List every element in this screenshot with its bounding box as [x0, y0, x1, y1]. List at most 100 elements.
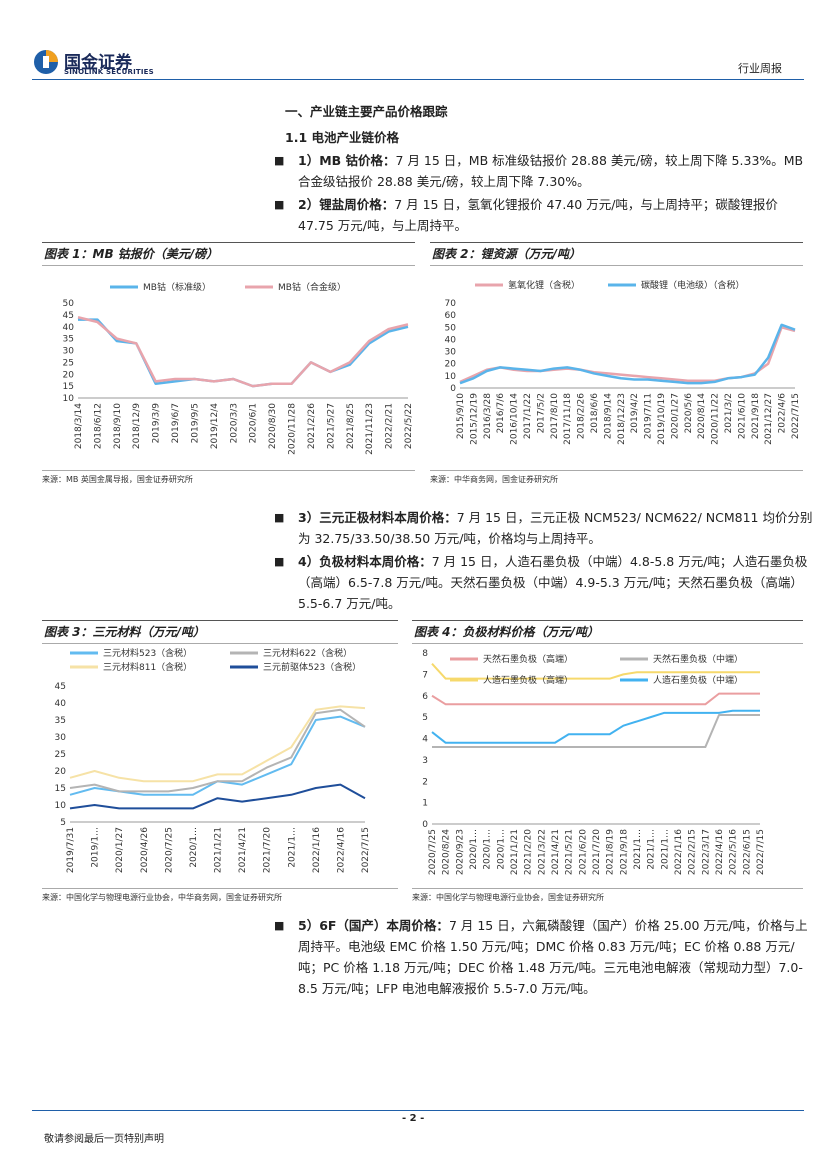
chart: 图表 3：三元材料（万元/吨） 5 10 15 20 25 30 35 40 45 2019/7/3…	[42, 620, 398, 903]
legend-label: 三元前驱体523（含税）	[263, 661, 361, 673]
x-tick-label: 2021/9/18	[751, 393, 761, 439]
bullet-lead: 4）负极材料本周价格：	[298, 554, 432, 569]
chart-title: 图表 2：锂资源（万元/吨）	[430, 243, 803, 266]
x-tick-label: 2022/6/15	[742, 829, 752, 875]
x-tick-label: 2022/4/16	[336, 827, 346, 873]
x-tick-label: 2017/1/22	[523, 393, 533, 439]
y-tick-label: 5	[60, 818, 66, 828]
y-tick-label: 35	[55, 716, 66, 726]
x-tick-label: 2020/8/24	[442, 829, 452, 875]
bullet-square: ■	[274, 511, 285, 524]
y-tick-label: 2	[422, 777, 428, 787]
x-tick-label: 2017/11/18	[563, 393, 573, 445]
y-tick-label: 45	[55, 682, 66, 692]
x-tick-label: 2020/7/25	[428, 829, 438, 875]
chart-title: 图表 4：负极材料价格（万元/吨）	[412, 621, 803, 644]
x-tick-label: 2021/6/10	[737, 393, 747, 439]
y-tick-label: 20	[63, 370, 75, 380]
y-tick-label: 60	[445, 311, 457, 321]
x-tick-label: 2022/2/15	[688, 829, 698, 875]
chart-source: 来源：中华商务网，国金证券研究所	[430, 470, 803, 485]
legend-label: 三元材料622（含税）	[263, 647, 352, 659]
bullet-square: ■	[274, 198, 285, 211]
legend-label: 人造石墨负极（中端）	[653, 674, 743, 686]
y-tick-label: 25	[63, 358, 74, 368]
legend-label: 三元材料523（含税）	[103, 647, 192, 659]
chart-source: 来源：中国化学与物理电源行业协会，中华商务网，国金证券研究所	[42, 888, 398, 903]
x-tick-label: 2021/1…	[647, 829, 657, 870]
bullet-text: 7 月 15 日，人造石墨负极（中端）4.8-5.8 万元/吨；人造石墨负极（高…	[298, 554, 808, 611]
chart-source: 来源：中国化学与物理电源行业协会，国金证券研究所	[412, 888, 803, 903]
x-tick-label: 2017/5/2	[536, 393, 546, 433]
bullet: ■ 2）锂盐周价格：7 月 15 日，氢氧化锂报价 47.40 万元/吨，与上周持…	[274, 194, 813, 236]
x-tick-label: 2018/6/12	[93, 403, 103, 449]
x-tick-label: 2019/3/9	[152, 403, 162, 444]
y-tick-label: 70	[445, 299, 457, 309]
x-tick-label: 2020/3/3	[229, 403, 239, 443]
legend-label: 天然石墨负极（高端）	[483, 653, 573, 665]
bullet-text: 7 月 15 日，六氟磷酸锂（国产）价格 25.00 万元/吨，价格与上周持平。…	[298, 918, 808, 996]
x-tick-label: 2022/4/6	[778, 393, 788, 434]
series-line	[431, 663, 760, 680]
series-line	[431, 709, 760, 744]
x-tick-label: 2022/2/21	[385, 403, 395, 449]
x-tick-label: 2021/12/27	[764, 393, 774, 445]
chart-title: 图表 3：三元材料（万元/吨）	[42, 621, 398, 644]
x-tick-label: 2021/1…	[633, 829, 643, 870]
series-line	[77, 316, 409, 388]
x-tick-label: 2018/2/26	[577, 393, 587, 439]
y-tick-label: 30	[445, 348, 457, 358]
x-tick-label: 2020/11/28	[288, 403, 298, 455]
x-tick-label: 2020/1…	[189, 827, 199, 868]
x-tick-label: 2020/1/27	[670, 393, 680, 439]
brand: 国金证券	[64, 53, 132, 73]
x-tick-label: 2015/9/10	[456, 393, 466, 439]
x-tick-label: 2021/5/21	[565, 829, 575, 875]
bullet-lead: 5）6F（国产）本周价格：	[298, 918, 449, 933]
x-tick-label: 2020/8/14	[697, 393, 707, 439]
x-tick-label: 2016/3/28	[483, 393, 493, 439]
y-tick-label: 40	[55, 699, 67, 709]
x-tick-label: 2022/5/22	[404, 403, 414, 449]
x-tick-label: 2018/9/10	[113, 403, 123, 449]
bullet-lead: 1）MB 钴价格：	[298, 153, 396, 168]
bullet: ■ 3）三元正极材料本周价格：7 月 15 日，三元正极 NCM523/ NCM6…	[274, 507, 813, 549]
bullet: ■ 1）MB 钴价格：7 月 15 日，MB 标准级钴报价 28.88 美元/磅，…	[274, 150, 813, 192]
chart-source: 来源：MB 英国金属导报，国金证券研究所	[42, 470, 415, 485]
y-tick-label: 4	[422, 735, 428, 745]
logo-icon	[34, 50, 58, 74]
x-tick-label: 2021/5/27	[326, 403, 336, 449]
legend-label: 人造石墨负极（高端）	[483, 674, 573, 686]
bullet-lead: 2）锂盐周价格：	[298, 197, 395, 212]
x-tick-label: 2022/1/16	[312, 827, 322, 873]
report-type: 行业周报	[738, 62, 782, 75]
y-tick-label: 40	[445, 335, 457, 345]
x-tick-label: 2020/11/22	[711, 393, 721, 445]
bullet: ■ 4）负极材料本周价格：7 月 15 日，人造石墨负极（中端）4.8-5.8 万…	[274, 551, 813, 614]
x-tick-label: 2016/7/6	[496, 393, 506, 434]
footer-rule	[32, 1110, 804, 1111]
x-tick-label: 2020/7/25	[164, 827, 174, 873]
y-tick-label: 1	[422, 799, 428, 809]
y-tick-label: 5	[422, 713, 428, 723]
x-tick-label: 2022/7/15	[791, 393, 801, 439]
x-tick-label: 2021/6/20	[578, 829, 588, 875]
x-tick-label: 2022/5/16	[729, 829, 739, 875]
bullet-text: 7 月 15 日，氢氧化锂报价 47.40 万元/吨，与上周持平；碳酸锂报价 4…	[298, 197, 778, 233]
x-tick-label: 2021/3/22	[537, 829, 547, 875]
series-line	[69, 708, 366, 793]
y-tick-label: 50	[63, 299, 75, 309]
subsection-title: 1.1 电池产业链价格	[285, 130, 399, 145]
x-tick-label: 2019/1…	[91, 827, 101, 868]
y-tick-label: 7	[422, 670, 428, 680]
y-tick-label: 35	[63, 335, 74, 345]
y-tick-label: 30	[63, 347, 75, 357]
x-tick-label: 2021/2/20	[524, 829, 534, 875]
series-line	[69, 705, 366, 783]
x-tick-label: 2019/12/4	[210, 403, 220, 449]
x-tick-label: 2021/11/23	[365, 403, 375, 455]
brand-en: SINOLINK SECURITIES	[64, 68, 154, 76]
x-tick-label: 2019/9/5	[190, 403, 200, 443]
y-tick-label: 15	[55, 784, 66, 794]
y-tick-label: 0	[422, 820, 428, 830]
